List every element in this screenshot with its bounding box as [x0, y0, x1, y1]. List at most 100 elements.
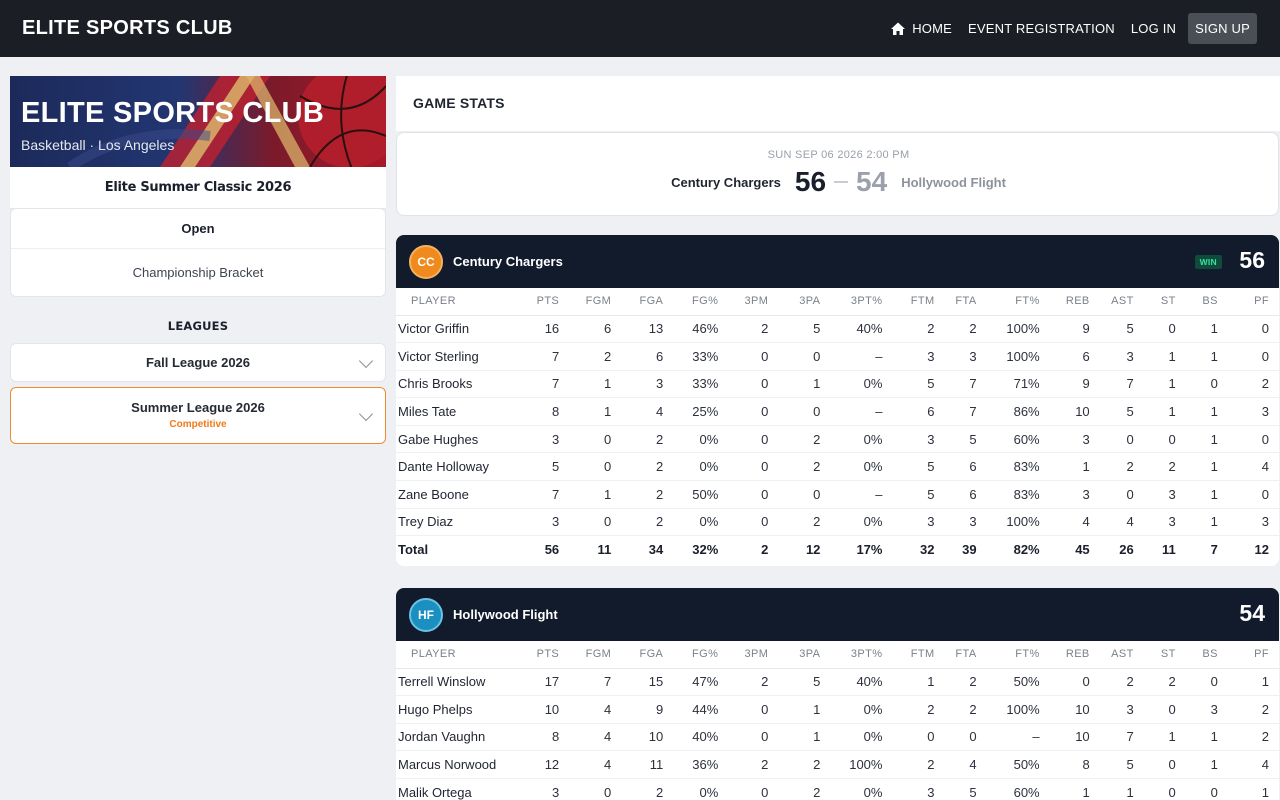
stat-cell: 100% — [976, 315, 1040, 344]
stat-cell: 4 — [559, 695, 612, 724]
stat-cell: 8 — [531, 397, 560, 426]
stat-cell: 40% — [663, 723, 719, 752]
league-name: Fall League 2026 — [145, 355, 251, 370]
chevron-down-icon — [358, 353, 374, 368]
player-name[interactable]: Zane Boone — [396, 480, 532, 509]
stat-cell: 7 — [531, 480, 560, 509]
stat-cell: 2 — [1217, 370, 1279, 399]
championship-bracket-link[interactable]: Championship Bracket — [132, 265, 264, 280]
home-icon — [891, 22, 906, 35]
division-open[interactable]: Open — [11, 209, 385, 249]
win-badge: WIN — [1194, 255, 1222, 269]
stat-cell: 9 — [611, 695, 664, 724]
stat-cell: 3 — [1133, 508, 1176, 537]
stat-cell: 5 — [882, 452, 935, 482]
table-header-row: PLAYER PTS FGM FGA FG% 3PM 3PA 3PT% FTM FTA FT% REB… — [396, 288, 1279, 316]
stat-cell: 1 — [768, 723, 821, 752]
stat-cell: 1 — [1175, 315, 1218, 344]
stat-cell: 1 — [1133, 397, 1176, 426]
stat-cell: 3 — [1089, 342, 1134, 371]
away-score: 54 — [856, 166, 888, 197]
player-name[interactable]: Jordan Vaughn — [396, 723, 532, 752]
team-score: 54 — [1239, 600, 1265, 626]
stat-cell: 11 — [559, 535, 612, 564]
stat-cell: 3 — [882, 778, 935, 800]
player-name[interactable]: Dante Holloway — [396, 452, 532, 482]
stat-cell: 82% — [976, 535, 1040, 564]
league-summer-2026[interactable]: Summer League 2026 Competitive — [10, 387, 386, 444]
stat-cell: 5 — [934, 778, 977, 800]
player-name[interactable]: Victor Griffin — [396, 315, 532, 344]
stat-cell: 2 — [559, 342, 612, 371]
player-name[interactable]: Trey Diaz — [396, 508, 532, 537]
stat-cell: 0 — [1133, 315, 1176, 344]
stat-cell: 0 — [559, 508, 612, 537]
stat-cell: 2 — [611, 452, 664, 482]
stat-cell: 2 — [611, 508, 664, 537]
column-header: FTA — [934, 641, 977, 669]
stat-cell: 8 — [531, 723, 560, 752]
stat-cell: 3 — [531, 425, 560, 454]
stat-cell: 1 — [1039, 778, 1090, 800]
stat-cell: 1 — [1133, 342, 1176, 371]
player-name[interactable]: Malik Ortega — [396, 778, 532, 800]
nav-event-registration-link[interactable]: EVENT REGISTRATION — [968, 21, 1115, 36]
column-header: FGA — [611, 288, 664, 316]
stat-cell: 83% — [976, 452, 1040, 482]
stat-cell: 0% — [663, 778, 719, 800]
table-row: Victor Sterling 7 2 6 33% 0 0–3 3 100% 6 3 1 1 0 — [396, 342, 1279, 371]
stat-cell: 2 — [718, 668, 769, 697]
away-team-name: Hollywood Flight — [901, 174, 1006, 190]
player-name[interactable]: Marcus Norwood — [396, 750, 532, 779]
stat-cell: 0 — [1089, 480, 1134, 509]
stat-cell: 5 — [768, 315, 821, 344]
column-header: 3PM — [718, 641, 769, 669]
column-header: FG% — [663, 641, 719, 669]
scoreboard-card: SUN SEP 06 2026 2:00 PM Century Chargers… — [396, 132, 1279, 216]
column-header: FTM — [882, 641, 935, 669]
stat-cell: 0 — [559, 778, 612, 800]
column-header: FGM — [559, 288, 612, 316]
stat-cell: 5 — [1089, 315, 1134, 344]
stat-cell: 2 — [1217, 695, 1279, 724]
stat-cell: 3 — [882, 425, 935, 454]
brand-logo[interactable]: ELITE SPORTS CLUB — [22, 17, 233, 39]
player-name[interactable]: Chris Brooks — [396, 370, 532, 399]
column-header: FG% — [663, 288, 719, 316]
player-name[interactable]: Gabe Hughes — [396, 425, 532, 454]
stat-cell: 0 — [718, 508, 769, 537]
stat-cell: 33% — [663, 370, 719, 399]
stat-cell: 1 — [1133, 723, 1176, 752]
stat-cell: 4 — [1217, 750, 1279, 779]
home-team-name: Century Chargers — [671, 174, 781, 190]
stat-cell: 2 — [768, 452, 821, 482]
player-name[interactable]: Terrell Winslow — [396, 668, 532, 697]
stat-cell: 0 — [1039, 668, 1090, 697]
stat-cell: 0% — [820, 452, 883, 482]
player-name[interactable]: Miles Tate — [396, 397, 532, 426]
stat-cell: 4 — [559, 750, 612, 779]
player-name[interactable]: Hugo Phelps — [396, 695, 532, 724]
event-name: Elite Summer Classic 2026 — [10, 167, 386, 209]
stat-cell: 0 — [718, 397, 769, 426]
stat-cell: 4 — [1089, 508, 1134, 537]
nav-login-link[interactable]: LOG IN — [1130, 21, 1177, 36]
column-header: FTM — [882, 288, 935, 316]
stat-cell: 1 — [1175, 425, 1218, 454]
stat-cell: 2 — [718, 535, 769, 564]
stat-cell: – — [820, 397, 883, 426]
league-fall-2026[interactable]: Fall League 2026 — [10, 343, 386, 382]
stat-cell: 4 — [559, 723, 612, 752]
stat-cell: 3 — [1175, 695, 1218, 724]
team-avatar: HF — [409, 597, 443, 632]
stat-cell: 11 — [611, 750, 664, 779]
stat-cell: 3 — [1133, 480, 1176, 509]
column-header: BS — [1175, 641, 1218, 669]
signup-button[interactable]: SIGN UP — [1188, 13, 1257, 44]
stat-cell: 5 — [1089, 397, 1134, 426]
stat-cell: 3 — [1039, 480, 1090, 509]
column-header: 3PM — [718, 288, 769, 316]
player-name[interactable]: Victor Sterling — [396, 342, 532, 371]
stat-cell: 8 — [1039, 750, 1090, 779]
nav-home-link[interactable]: HOME — [882, 13, 960, 45]
